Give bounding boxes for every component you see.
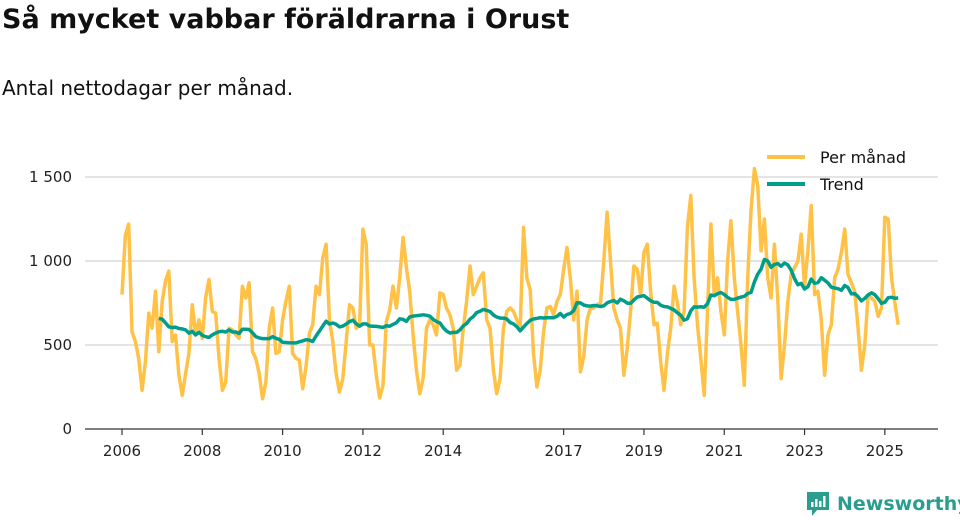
y-tick-label: 0 <box>62 420 72 438</box>
newsworthy-logo[interactable]: Newsworthy <box>805 490 960 518</box>
y-tick-label: 500 <box>43 336 72 354</box>
y-tick-label: 1 500 <box>29 168 72 186</box>
x-tick-label: 2019 <box>625 442 663 460</box>
x-tick-label: 2012 <box>344 442 382 460</box>
x-tick-label: 2006 <box>103 442 141 460</box>
x-tick-label: 2023 <box>785 442 823 460</box>
chart-title: Så mycket vabbar föräldrarna i Orust <box>2 4 570 35</box>
x-tick-label: 2021 <box>705 442 743 460</box>
chart-subtitle: Antal nettodagar per månad. <box>2 76 294 100</box>
newsworthy-logo-icon <box>807 492 829 516</box>
legend-label-per-manad: Per månad <box>820 148 906 167</box>
y-tick-label: 1 000 <box>29 252 72 270</box>
x-tick-label: 2010 <box>264 442 302 460</box>
newsworthy-logo-text: Newsworthy <box>837 493 960 515</box>
x-tick-label: 2008 <box>183 442 221 460</box>
legend-label-trend: Trend <box>819 175 864 194</box>
legend: Per månad Trend <box>767 148 906 194</box>
x-tick-label: 2017 <box>545 442 583 460</box>
x-tick-label: 2025 <box>866 442 904 460</box>
series-line-per-manad <box>120 166 900 401</box>
x-tick-label: 2014 <box>424 442 462 460</box>
series-line-trend <box>158 257 899 345</box>
